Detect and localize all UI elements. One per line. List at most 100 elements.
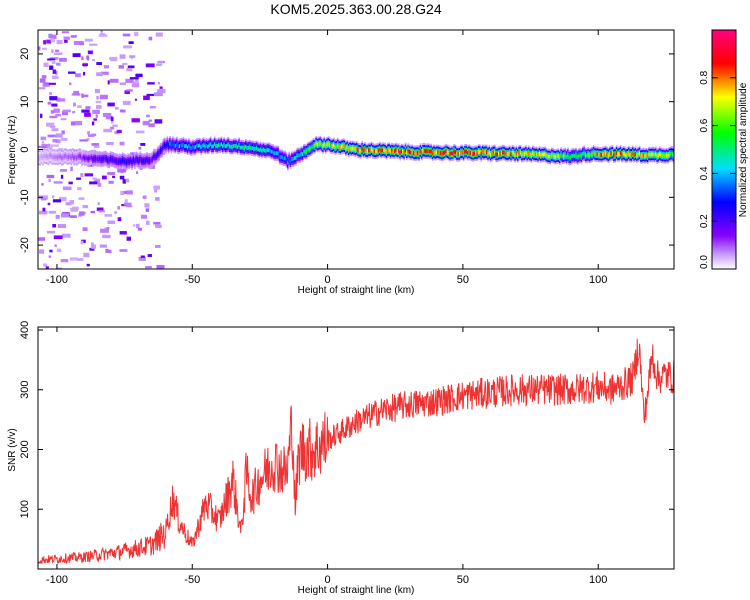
ridge-cell [40, 154, 43, 159]
noise-cell [80, 173, 84, 177]
noise-cell [55, 49, 60, 52]
noise-cell [49, 249, 53, 253]
ridge-cell [97, 157, 100, 162]
ridge-cell [120, 159, 123, 164]
ridge-cell [341, 144, 343, 149]
noise-cell [134, 98, 137, 101]
ridge-cell [402, 149, 404, 154]
ridge-cell [542, 152, 545, 157]
ridge-cell [338, 145, 341, 149]
noise-cell [107, 80, 110, 85]
noise-cell [68, 181, 73, 185]
noise-cell [55, 133, 63, 138]
ridge-cell [228, 144, 231, 149]
ridge-cell [356, 146, 358, 151]
noise-cell [43, 263, 48, 267]
noise-cell [51, 128, 59, 132]
snr-x-ticks: -100 -50 0 50 100 [46, 327, 607, 586]
ridge-cell [377, 148, 380, 153]
ridge-cell [182, 142, 185, 147]
ridge-cell [580, 154, 583, 159]
noise-cell [101, 71, 109, 75]
snr-x-label: Height of straight line (km) [298, 585, 415, 596]
noise-cell [54, 52, 63, 55]
noise-cell [134, 77, 139, 82]
ridge-cell [253, 146, 255, 151]
ridge-cell [535, 152, 538, 157]
ridge-cell [269, 148, 272, 153]
ridge-cell [576, 155, 579, 159]
ridge-cell [360, 149, 362, 153]
ridge-cell [464, 149, 466, 154]
noise-cell [91, 143, 100, 146]
ridge-cell [489, 152, 492, 157]
ridge-cell [630, 152, 633, 157]
ridge-cell [426, 149, 428, 154]
noise-cell [65, 202, 72, 206]
ridge-cell [376, 148, 378, 153]
ridge-cell [112, 157, 115, 162]
noise-cell [70, 121, 76, 126]
ridge-cell [550, 153, 553, 158]
y-tick-label: -10 [19, 189, 31, 205]
noise-cell [70, 207, 78, 212]
ridge-cell [330, 144, 332, 149]
ridge-cell [391, 148, 393, 153]
ridge-cell [39, 155, 41, 160]
ridge-cell [379, 147, 381, 152]
ridge-cell [303, 149, 305, 154]
noise-cell [125, 78, 134, 83]
ridge-cell [165, 144, 167, 148]
spectrogram-marks [38, 30, 674, 269]
ridge-cell [374, 149, 377, 154]
noise-cell [84, 112, 91, 117]
ridge-cell [150, 158, 152, 163]
ridge-cell [353, 146, 355, 151]
ridge-cell [645, 153, 648, 158]
ridge-cell [502, 150, 504, 155]
noise-cell [102, 234, 111, 239]
ridge-cell [461, 150, 464, 155]
ridge-cell [525, 150, 527, 155]
ridge-cell [243, 146, 246, 151]
ridge-cell [368, 148, 370, 153]
ridge-cell [448, 150, 450, 155]
ridge-cell [345, 146, 347, 151]
noise-cell [129, 77, 139, 80]
noise-cell [119, 249, 128, 252]
ridge-cell [609, 152, 611, 156]
ridge-cell [441, 151, 443, 156]
noise-cell [153, 185, 161, 190]
noise-cell [75, 120, 83, 126]
ridge-cell [408, 150, 411, 154]
noise-cell [86, 55, 90, 60]
ridge-cell [219, 143, 221, 148]
noise-cell [135, 130, 145, 134]
spectrogram-x-ticks: -100 -50 0 50 100 [46, 30, 607, 286]
ridge-cell [449, 151, 451, 156]
ridge-cell [644, 154, 646, 158]
ridge-cell [246, 146, 249, 150]
ridge-cell [332, 143, 335, 148]
ridge-cell [632, 151, 634, 156]
ridge-cell [178, 144, 181, 149]
noise-cell [79, 41, 85, 46]
y-tick-label: 400 [19, 321, 31, 339]
noise-cell [70, 35, 77, 38]
ridge-cell [189, 146, 192, 150]
ridge-cell [216, 144, 219, 148]
ridge-cell [63, 154, 66, 159]
ridge-cell [78, 154, 81, 158]
ridge-cell [511, 150, 514, 155]
noise-cell [147, 254, 153, 257]
spectrogram-y-ticks: -20 -10 0 10 20 [19, 48, 674, 253]
ridge-cell [496, 152, 499, 157]
ridge-cell [552, 153, 554, 158]
noise-cell [43, 82, 49, 85]
noise-cell [145, 266, 152, 269]
ridge-cell [491, 151, 493, 156]
colorbar-tick-label: 0.8 [699, 70, 710, 84]
ridge-cell [452, 151, 454, 156]
noise-cell [76, 177, 82, 180]
noise-cell [137, 227, 143, 231]
